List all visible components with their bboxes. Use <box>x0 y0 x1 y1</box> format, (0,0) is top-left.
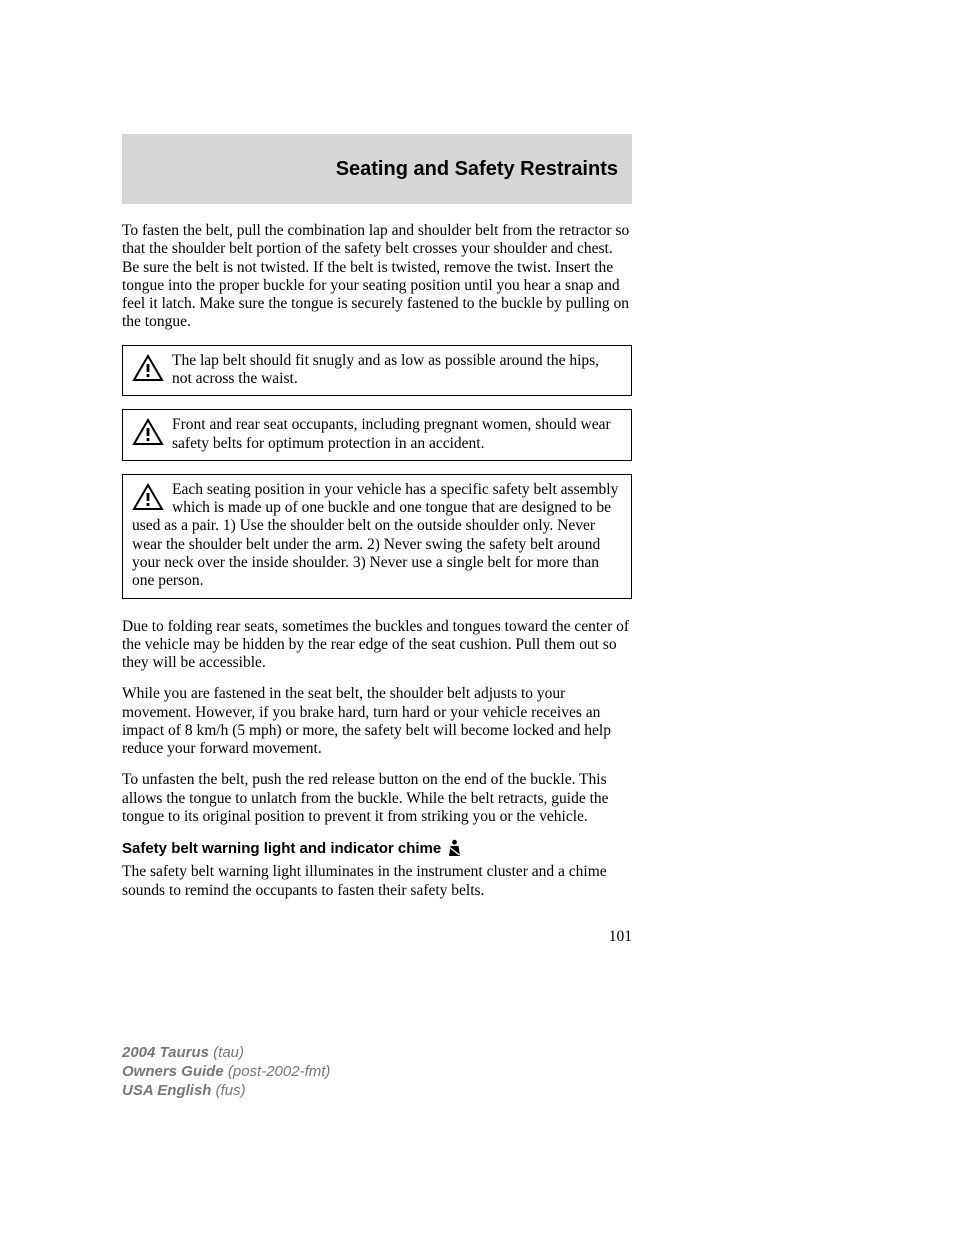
page: Seating and Safety Restraints To fasten … <box>0 0 954 1235</box>
footer-line-2: Owners Guide (post-2002-fmt) <box>122 1063 330 1082</box>
warning-triangle-icon <box>132 354 164 382</box>
footer-guide-fmt: (post-2002-fmt) <box>228 1063 331 1080</box>
seatbelt-icon <box>447 839 462 857</box>
footer-line-1: 2004 Taurus (tau) <box>122 1044 330 1063</box>
warning-box-3: Each seating position in your vehicle ha… <box>122 474 632 599</box>
warning-box-1: The lap belt should fit snugly and as lo… <box>122 345 632 397</box>
footer-line-3: USA English (fus) <box>122 1082 330 1101</box>
warning-icon-wrap <box>132 481 172 511</box>
warning-inner: The lap belt should fit snugly and as lo… <box>132 352 622 389</box>
warning-box-2: Front and rear seat occupants, including… <box>122 409 632 461</box>
intro-paragraph: To fasten the belt, pull the combination… <box>122 222 632 332</box>
warning-text-1: The lap belt should fit snugly and as lo… <box>172 352 622 389</box>
paragraph-folding-seats: Due to folding rear seats, sometimes the… <box>122 618 632 673</box>
header-band: Seating and Safety Restraints <box>122 134 632 204</box>
footer: 2004 Taurus (tau) Owners Guide (post-200… <box>122 1044 330 1100</box>
paragraph-unfasten: To unfasten the belt, push the red relea… <box>122 771 632 826</box>
footer-guide: Owners Guide <box>122 1063 224 1080</box>
paragraph-warning-light: The safety belt warning light illuminate… <box>122 863 632 900</box>
page-number: 101 <box>609 928 632 946</box>
footer-model-code: (tau) <box>213 1044 244 1061</box>
paragraph-shoulder-adjust: While you are fastened in the seat belt,… <box>122 685 632 758</box>
page-title: Seating and Safety Restraints <box>336 158 618 181</box>
footer-lang: USA English <box>122 1082 211 1099</box>
warning-triangle-icon <box>132 418 164 446</box>
content-area: To fasten the belt, pull the combination… <box>122 222 632 913</box>
warning-text-3: Each seating position in your vehicle ha… <box>132 481 622 591</box>
footer-lang-code: (fus) <box>216 1082 246 1099</box>
warning-text-3-content: Each seating position in your vehicle ha… <box>132 481 618 589</box>
footer-model: 2004 Taurus <box>122 1044 209 1061</box>
warning-inner: Front and rear seat occupants, including… <box>132 416 622 453</box>
subheading-text: Safety belt warning light and indicator … <box>122 840 441 857</box>
warning-triangle-icon <box>132 483 164 511</box>
warning-text-2: Front and rear seat occupants, including… <box>172 416 622 453</box>
subheading-safety-belt-warning: Safety belt warning light and indicator … <box>122 839 632 857</box>
